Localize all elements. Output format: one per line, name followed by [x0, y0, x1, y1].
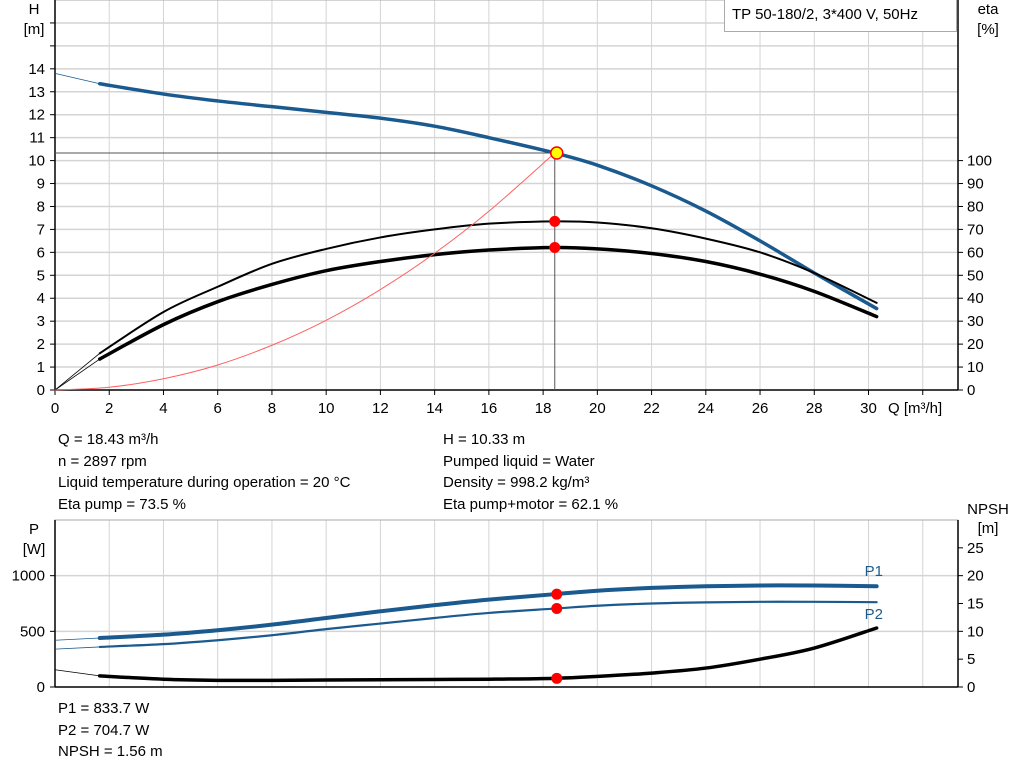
- info-npsh: NPSH = 1.56 m: [58, 743, 163, 761]
- y-tick-label-right: 100: [967, 153, 992, 170]
- y-tick-label-left: 10: [28, 153, 45, 170]
- y-tick-label-left: 1000: [12, 568, 45, 585]
- y-tick-label-right: 80: [967, 198, 984, 215]
- x-tick-label: 8: [268, 400, 276, 417]
- curve-extension-eta_total: [54, 358, 100, 391]
- x-tick-label: 28: [806, 400, 823, 417]
- y-tick-label-left: 0: [37, 679, 45, 696]
- y-tick-label-left: 4: [37, 290, 45, 307]
- y-tick-label-left: 500: [20, 623, 45, 640]
- y-tick-label-right: 50: [967, 267, 984, 284]
- info-top-left: Q = 18.43 m³/h n = 2897 rpm Liquid tempe…: [58, 429, 350, 516]
- curve-P1: [97, 583, 879, 641]
- y-tick-label-left: 13: [28, 84, 45, 101]
- duty-point-head: [550, 146, 564, 160]
- y-axis-label-right: NPSH: [967, 501, 1009, 518]
- info-top-right: H = 10.33 m Pumped liquid = Water Densit…: [443, 429, 618, 516]
- y-tick-label-right: 70: [967, 221, 984, 238]
- y-axis-label-right: eta: [978, 1, 1000, 18]
- duty-point-eta-total: [549, 242, 561, 254]
- duty-point-eta-pump: [549, 215, 561, 227]
- y-axis-label-left: [m]: [24, 21, 45, 38]
- x-tick-label: 18: [535, 400, 552, 417]
- curve-label-P2: P2: [865, 606, 883, 623]
- info-liquid-temp: Liquid temperature during operation = 20…: [58, 474, 351, 492]
- info-head: H = 10.33 m: [443, 431, 526, 448]
- plot-frame: [54, 519, 959, 688]
- y-axis-label-right: [m]: [978, 520, 999, 537]
- y-tick-label-right: 60: [967, 244, 984, 261]
- x-tick-label: 12: [372, 400, 389, 417]
- y-tick-label-right: 20: [967, 568, 984, 585]
- y-axis-label-left: [W]: [23, 541, 46, 558]
- info-density: Density = 998.2 kg/m³: [443, 474, 590, 492]
- info-bottom: P1 = 833.7 W P2 = 704.7 W NPSH = 1.56 m: [58, 698, 163, 763]
- y-tick-label-right: 40: [967, 290, 984, 307]
- y-tick-label-left: 11: [29, 130, 45, 147]
- x-tick-label: 30: [860, 400, 877, 417]
- duty-point-p2: [551, 603, 563, 615]
- info-eta-pump: Eta pump = 73.5 %: [58, 496, 186, 514]
- curve-label-P1: P1: [865, 563, 883, 580]
- y-tick-label-left: 3: [37, 313, 45, 330]
- y-tick-label-right: 15: [967, 596, 984, 613]
- info-p1: P1 = 833.7 W: [58, 700, 150, 717]
- curve-extension-P1: [54, 637, 100, 641]
- y-tick-label-left: 2: [37, 336, 45, 353]
- x-tick-label: 4: [159, 400, 167, 417]
- x-tick-label: 0: [51, 400, 59, 417]
- y-tick-label-right: 90: [967, 176, 984, 193]
- x-tick-label: 2: [105, 400, 113, 417]
- info-eta-total: Eta pump+motor = 62.1 %: [443, 496, 619, 514]
- curve-extension-NPSH: [54, 669, 100, 677]
- y-tick-label-right: 10: [967, 623, 984, 640]
- x-axis-label: Q [m³/h]: [888, 400, 942, 417]
- info-speed: n = 2897 rpm: [58, 452, 147, 470]
- y-tick-label-right: 5: [967, 651, 975, 668]
- duty-point-npsh: [551, 672, 563, 684]
- y-tick-label-left: 7: [37, 221, 45, 238]
- info-flow: Q = 18.43 m³/h: [58, 431, 159, 448]
- y-tick-label-left: 14: [28, 61, 45, 78]
- y-tick-label-left: 0: [37, 382, 45, 399]
- x-tick-label: 24: [697, 400, 714, 417]
- x-tick-label: 16: [481, 400, 498, 417]
- y-axis-label-left: P: [29, 521, 39, 538]
- y-tick-label-right: 20: [967, 336, 984, 353]
- y-tick-label-right: 25: [967, 540, 984, 557]
- y-tick-label-left: 1: [37, 359, 45, 376]
- info-p2: P2 = 704.7 W: [58, 721, 150, 739]
- x-tick-label: 20: [589, 400, 606, 417]
- curve-P2: [98, 600, 878, 649]
- y-tick-label-left: 8: [37, 198, 45, 215]
- y-tick-label-right: 0: [967, 679, 975, 696]
- curve-NPSH: [97, 626, 879, 683]
- pump-title: TP 50-180/2, 3*400 V, 50Hz: [724, 0, 957, 32]
- y-tick-label-left: 9: [37, 176, 45, 193]
- curve-eta_total: [97, 245, 879, 361]
- y-tick-label-right: 10: [967, 359, 984, 376]
- x-tick-label: 10: [318, 400, 335, 417]
- duty-point-p1: [551, 588, 563, 600]
- y-tick-label-left: 12: [28, 107, 45, 124]
- x-tick-label: 26: [752, 400, 769, 417]
- x-tick-label: 14: [426, 400, 443, 417]
- plot-frame: [54, 0, 959, 391]
- y-tick-label-right: 30: [967, 313, 984, 330]
- x-tick-label: 6: [214, 400, 222, 417]
- y-tick-label-right: 0: [967, 382, 975, 399]
- x-tick-label: 22: [643, 400, 660, 417]
- y-axis-label-right: [%]: [977, 21, 999, 38]
- curve-extension-head: [54, 73, 100, 85]
- curve-eta_pump: [98, 220, 878, 355]
- info-pumped-liquid: Pumped liquid = Water: [443, 452, 595, 470]
- y-tick-label-left: 6: [37, 244, 45, 261]
- curve-extension-eta_pump: [54, 352, 100, 391]
- curve-system_curve: [54, 152, 556, 391]
- y-axis-label-left: H: [29, 1, 40, 18]
- curve-head: [97, 81, 879, 311]
- y-tick-label-left: 5: [37, 267, 45, 284]
- curve-extension-P2: [54, 646, 100, 650]
